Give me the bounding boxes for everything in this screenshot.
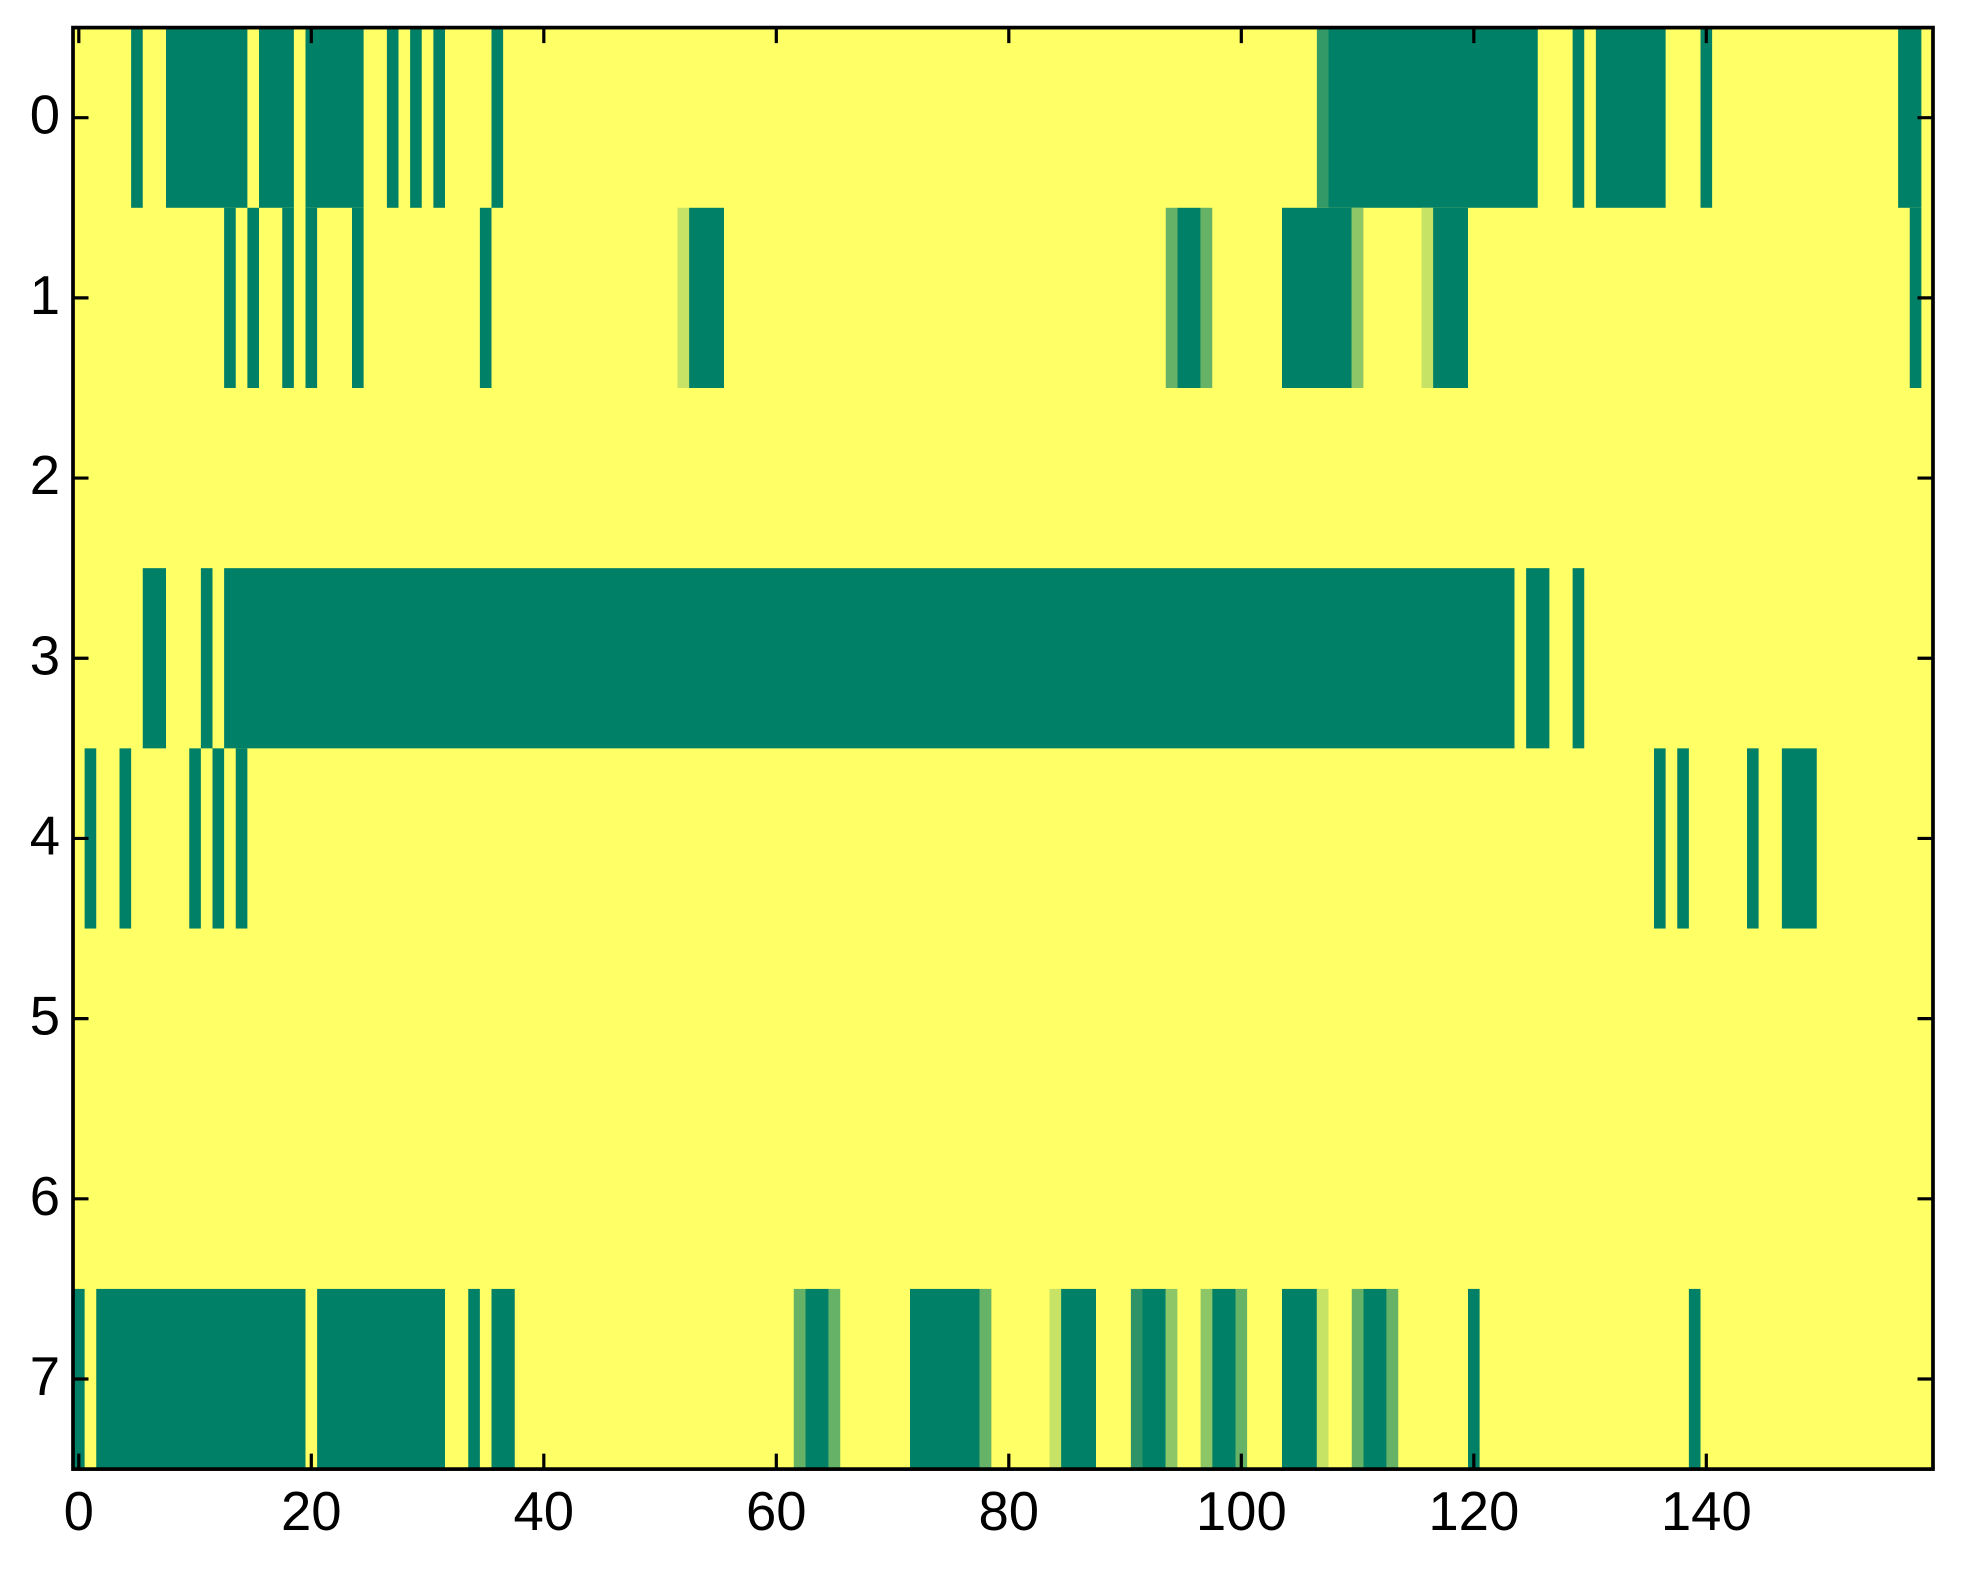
svg-text:80: 80 bbox=[978, 1481, 1039, 1542]
svg-text:140: 140 bbox=[1661, 1481, 1752, 1542]
svg-text:7: 7 bbox=[30, 1346, 60, 1407]
svg-text:2: 2 bbox=[30, 445, 60, 506]
svg-text:6: 6 bbox=[30, 1166, 60, 1227]
svg-text:4: 4 bbox=[30, 805, 60, 866]
svg-text:1: 1 bbox=[30, 265, 60, 326]
svg-text:60: 60 bbox=[746, 1481, 807, 1542]
svg-text:3: 3 bbox=[30, 625, 60, 686]
svg-text:40: 40 bbox=[513, 1481, 574, 1542]
svg-text:120: 120 bbox=[1428, 1481, 1519, 1542]
svg-text:0: 0 bbox=[64, 1481, 94, 1542]
svg-text:0: 0 bbox=[30, 85, 60, 146]
svg-text:100: 100 bbox=[1196, 1481, 1287, 1542]
svg-text:5: 5 bbox=[30, 986, 60, 1047]
svg-text:20: 20 bbox=[281, 1481, 342, 1542]
